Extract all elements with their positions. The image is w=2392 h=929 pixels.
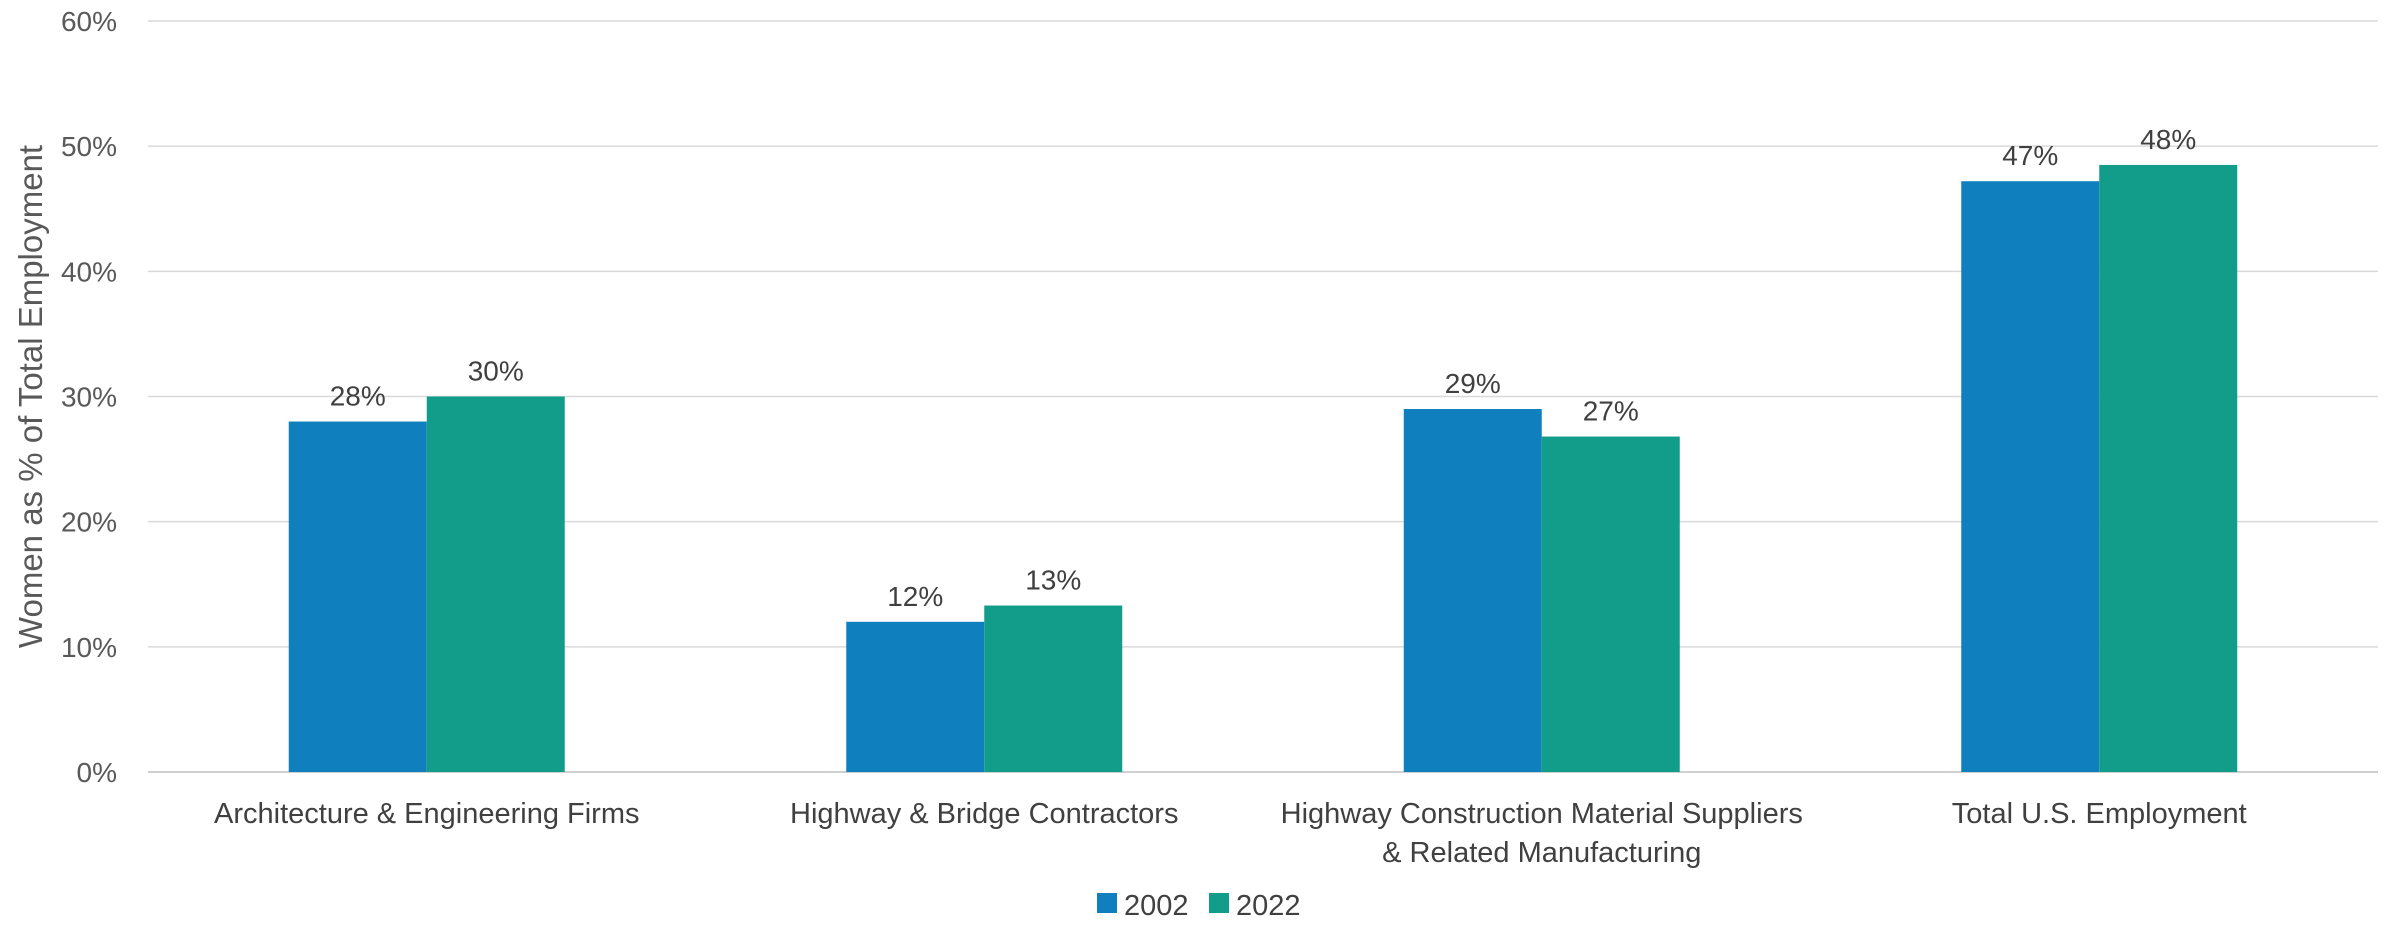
category-label: Architecture & Engineering Firms [214, 798, 640, 830]
data-label: 29% [1445, 368, 1501, 399]
bars [288, 164, 2238, 773]
legend: 2002 2022 [1097, 890, 1301, 922]
bar-2002 [1403, 409, 1542, 772]
bar-2002 [846, 621, 985, 772]
category-label: & Related Manufacturing [1382, 837, 1701, 869]
y-tick-label: 20% [61, 507, 117, 538]
y-tick-label: 10% [61, 632, 117, 663]
y-axis-ticks: 0% 10% 20% 30% 40% 50% 60% [61, 6, 117, 788]
data-label: 12% [887, 581, 943, 612]
category-label: Highway & Bridge Contractors [790, 798, 1178, 830]
category-label: Total U.S. Employment [1952, 798, 2247, 830]
bar-2002 [1961, 181, 2100, 773]
bar-2022 [426, 396, 565, 772]
legend-label: 2022 [1236, 890, 1301, 922]
y-tick-label: 30% [61, 382, 117, 413]
y-axis-title: Women as % of Total Employment [12, 145, 49, 648]
legend-swatch-2002 [1097, 893, 1117, 913]
data-label: 30% [468, 356, 524, 387]
bar-2022 [1541, 436, 1680, 772]
y-tick-label: 60% [61, 6, 117, 37]
y-tick-label: 0% [77, 757, 117, 788]
category-label: Highway Construction Material Suppliers [1281, 798, 1803, 830]
bar-2002 [288, 421, 427, 772]
y-tick-label: 40% [61, 256, 117, 287]
data-label: 28% [330, 381, 386, 412]
x-axis-categories: Architecture & Engineering Firms Highway … [214, 798, 2247, 869]
legend-label: 2002 [1124, 890, 1189, 922]
bar-2022 [2099, 164, 2238, 773]
data-label: 47% [2002, 140, 2058, 171]
bar-2022 [984, 605, 1123, 772]
data-label: 27% [1583, 396, 1639, 427]
y-tick-label: 50% [61, 131, 117, 162]
legend-swatch-2022 [1209, 893, 1229, 913]
data-label: 13% [1025, 565, 1081, 596]
data-labels: 28% 30% 12% 13% 29% 27% 47% 48% [330, 124, 2197, 612]
data-label: 48% [2140, 124, 2196, 155]
